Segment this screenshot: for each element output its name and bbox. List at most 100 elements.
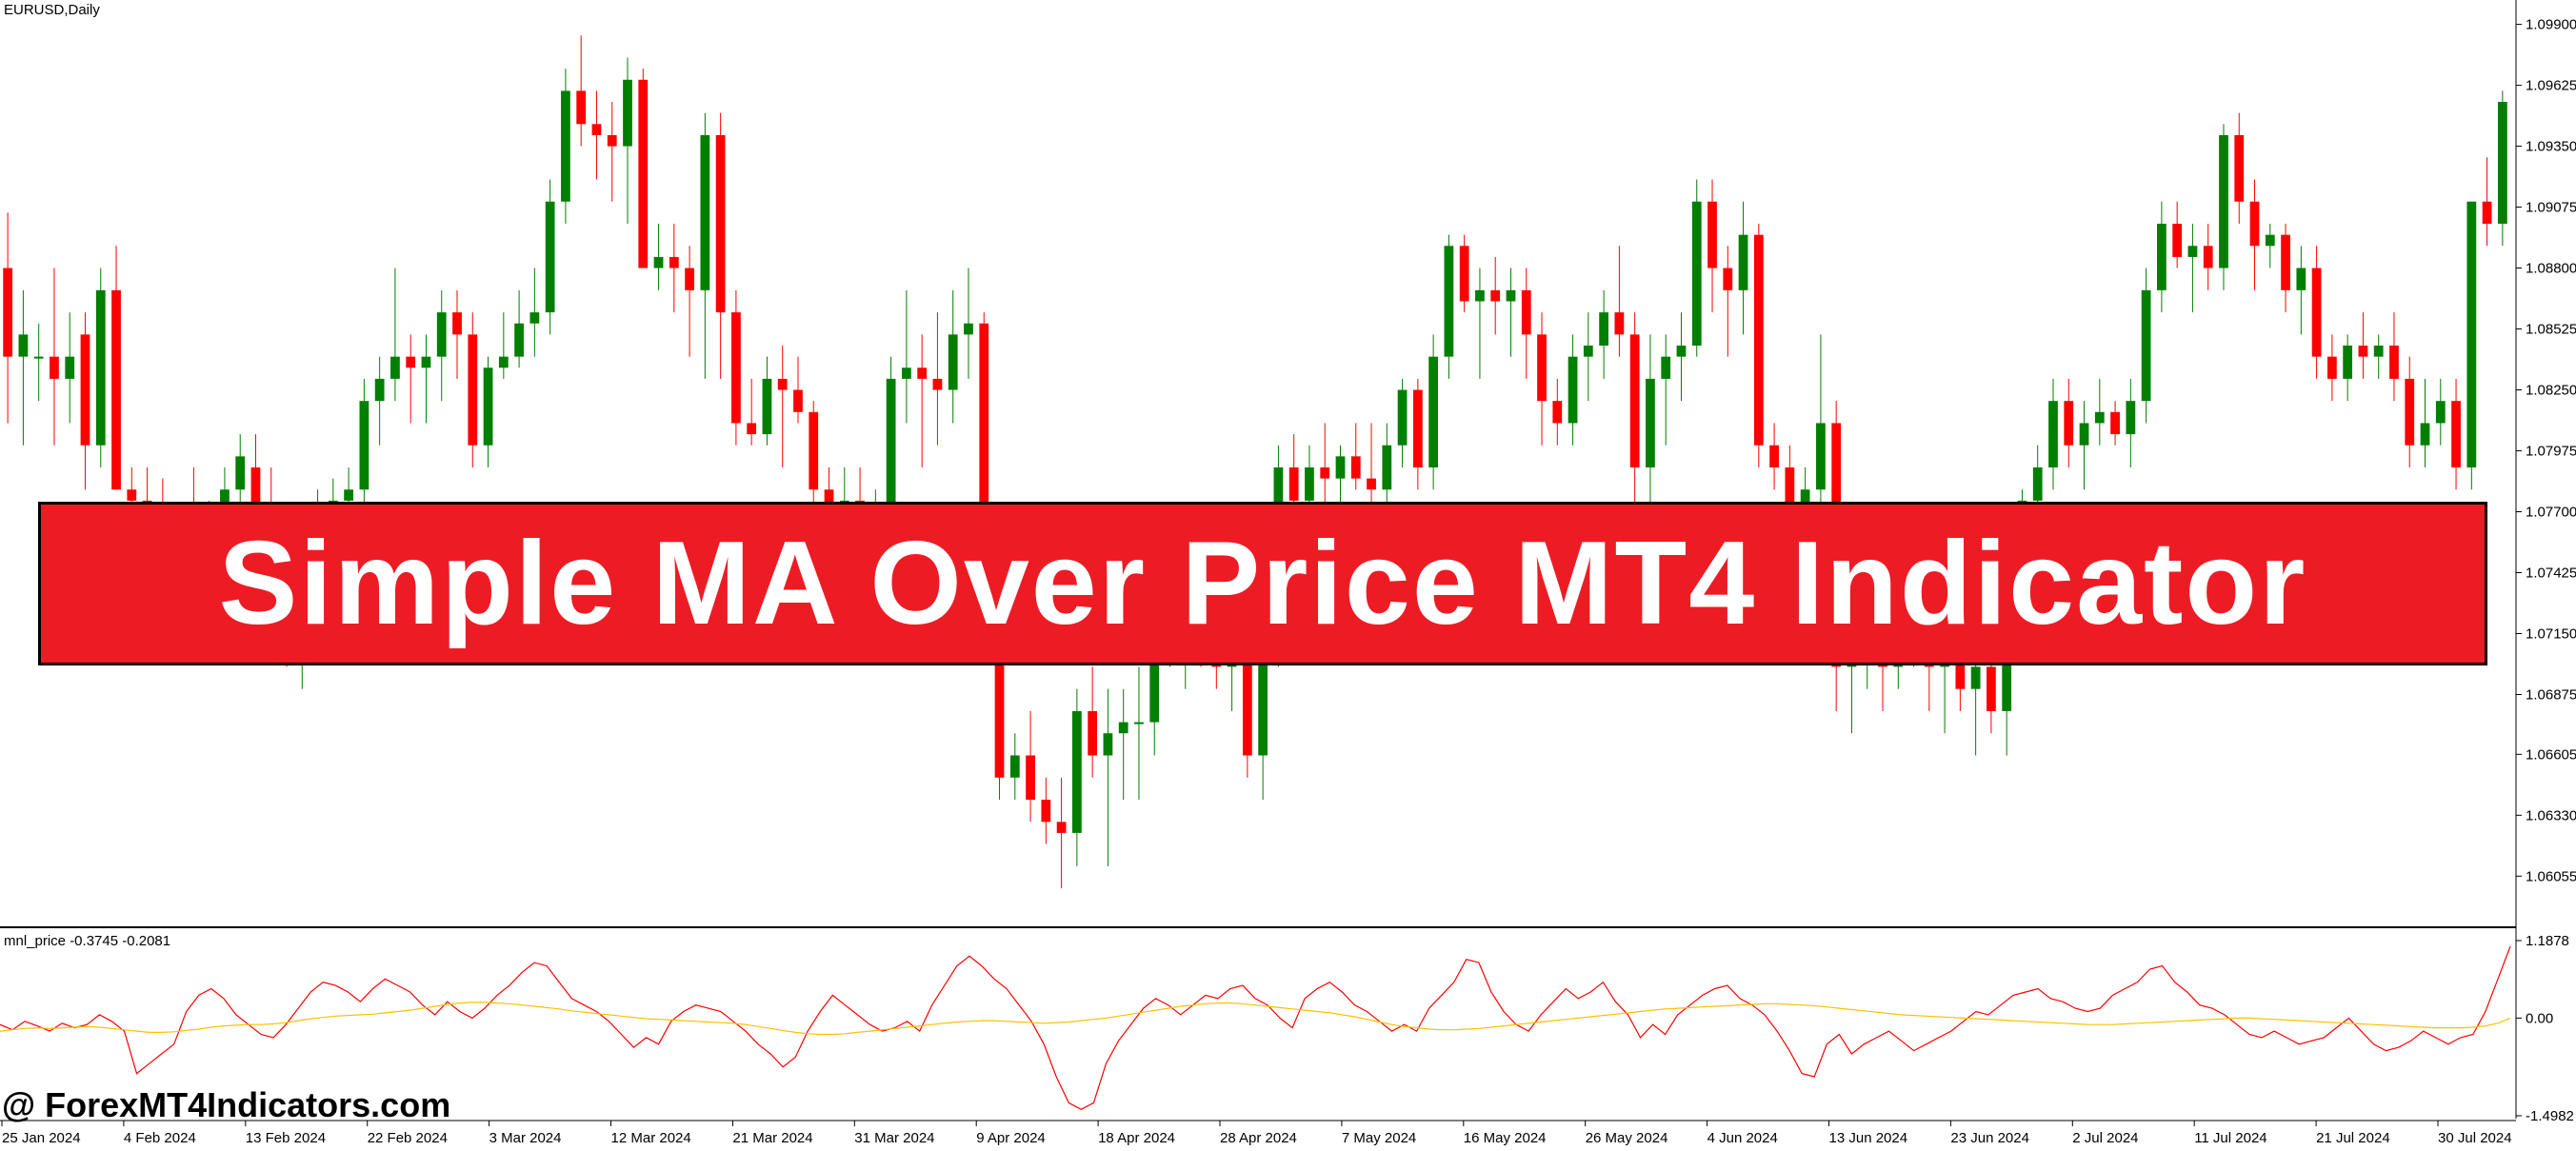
candle-body [2141, 289, 2151, 402]
candle-body [2265, 234, 2275, 247]
candle-body [700, 134, 710, 290]
candle-body [948, 334, 958, 390]
candle-body [1412, 389, 1423, 467]
candle-body [127, 489, 137, 501]
candle-body [2110, 411, 2120, 435]
date-tick-label: 9 Apr 2024 [976, 1130, 1046, 1146]
candle-body [1583, 346, 1593, 357]
candle-body [623, 79, 632, 147]
candle-body [436, 312, 447, 357]
symbol-label: EURUSD,Daily [4, 2, 100, 18]
price-tick-label: 1.07150 [2526, 626, 2576, 643]
price-tick-label: 1.09625 [2526, 78, 2576, 94]
watermark: @ ForexMT4Indicators.com [2, 1085, 451, 1124]
candle-body [591, 124, 602, 135]
date-tick-label: 18 Apr 2024 [1098, 1130, 1175, 1146]
candle-body [1490, 289, 1501, 302]
date-tick-label: 25 Jan 2024 [2, 1130, 81, 1146]
candle-body [1987, 666, 1996, 711]
candle-body [917, 367, 928, 379]
candle-body [2064, 401, 2074, 446]
price-tick-label: 1.09075 [2526, 200, 2576, 216]
date-tick-label: 13 Feb 2024 [246, 1130, 326, 1146]
candle-body [374, 378, 385, 402]
price-axis: 1.09900 1.09625 1.09350 1.09075 1.08800 1.085… [2516, 17, 2576, 884]
price-tick-label: 1.07975 [2526, 444, 2576, 460]
candle-body [2451, 401, 2461, 467]
candle-body [886, 378, 896, 512]
candle-body [1785, 466, 1795, 512]
candle-body [2466, 201, 2477, 467]
indicator-tick-label: -1.4982 [2526, 1108, 2574, 1124]
date-tick-label: 30 Jul 2024 [2438, 1130, 2512, 1146]
date-tick-label: 31 Mar 2024 [854, 1130, 934, 1146]
candle-body [607, 134, 617, 147]
candle-body [498, 356, 509, 368]
candle-body [576, 90, 587, 125]
candle-body [1552, 401, 1563, 424]
date-tick-label: 22 Feb 2024 [368, 1130, 448, 1146]
price-tick-label: 1.08800 [2526, 261, 2576, 277]
candle-body [483, 367, 493, 446]
candle-body [824, 489, 834, 512]
candle-body [2002, 633, 2012, 711]
candle-body [1071, 710, 1082, 833]
candle-body [994, 622, 1005, 778]
candle-body [1769, 445, 1779, 467]
candle-body [1288, 466, 1299, 501]
date-tick-label: 11 Jul 2024 [2194, 1130, 2266, 1146]
candle-body [777, 378, 788, 390]
indicator-pane [0, 945, 2511, 1110]
candle-body [1041, 800, 1051, 823]
candle-body [1149, 633, 1160, 723]
date-tick-label: 4 Jun 2024 [1707, 1130, 1778, 1146]
candle-body [529, 312, 540, 324]
candle-body [653, 256, 664, 268]
candle-body [33, 356, 44, 359]
candle-body [2435, 401, 2446, 424]
candle-body [2219, 134, 2228, 268]
candle-body [65, 356, 75, 379]
candle-body [809, 411, 819, 490]
candle-body [250, 466, 261, 512]
date-tick-label: 4 Feb 2024 [124, 1130, 196, 1146]
candle-body [1459, 246, 1469, 302]
candle-body [421, 356, 431, 368]
candle-body [2079, 423, 2089, 446]
indicator-line [0, 945, 2511, 1110]
candle-body [2389, 346, 2399, 379]
candle-body [390, 356, 400, 379]
price-tick-label: 1.08250 [2526, 383, 2576, 399]
price-tick-label: 1.07700 [2526, 505, 2576, 521]
candle-body [95, 289, 106, 446]
candle-body [1629, 334, 1640, 467]
candle-body [2405, 378, 2415, 446]
candle-body [1397, 389, 1408, 446]
candle-body [1367, 478, 1376, 490]
candle-body [2048, 401, 2058, 467]
candle-body [1088, 710, 1098, 756]
candle-body [220, 489, 230, 512]
candle-body [2172, 224, 2183, 257]
candle-body [747, 423, 757, 435]
candle-body [1723, 268, 1733, 290]
candle-body [1103, 733, 1113, 756]
indicator-ma-line [0, 1002, 2511, 1036]
date-tick-label: 7 May 2024 [1342, 1130, 1416, 1146]
candle-body [715, 134, 726, 313]
candle-body [2032, 466, 2043, 501]
candle-body [1382, 445, 1392, 490]
candle-body [3, 268, 13, 357]
candle-body [1056, 822, 1067, 833]
candle-body [1646, 378, 1655, 467]
candle-body [2187, 246, 2198, 257]
candle-body [545, 201, 555, 313]
indicator-tick-label: 0.00 [2526, 1010, 2553, 1026]
candle-body [638, 79, 649, 268]
candle-body [1738, 234, 1748, 290]
candle-body [731, 312, 741, 424]
candle-body [1242, 645, 1252, 756]
candle-body [2234, 134, 2245, 202]
candle-body [762, 378, 772, 435]
date-tick-label: 28 Apr 2024 [1220, 1130, 1297, 1146]
